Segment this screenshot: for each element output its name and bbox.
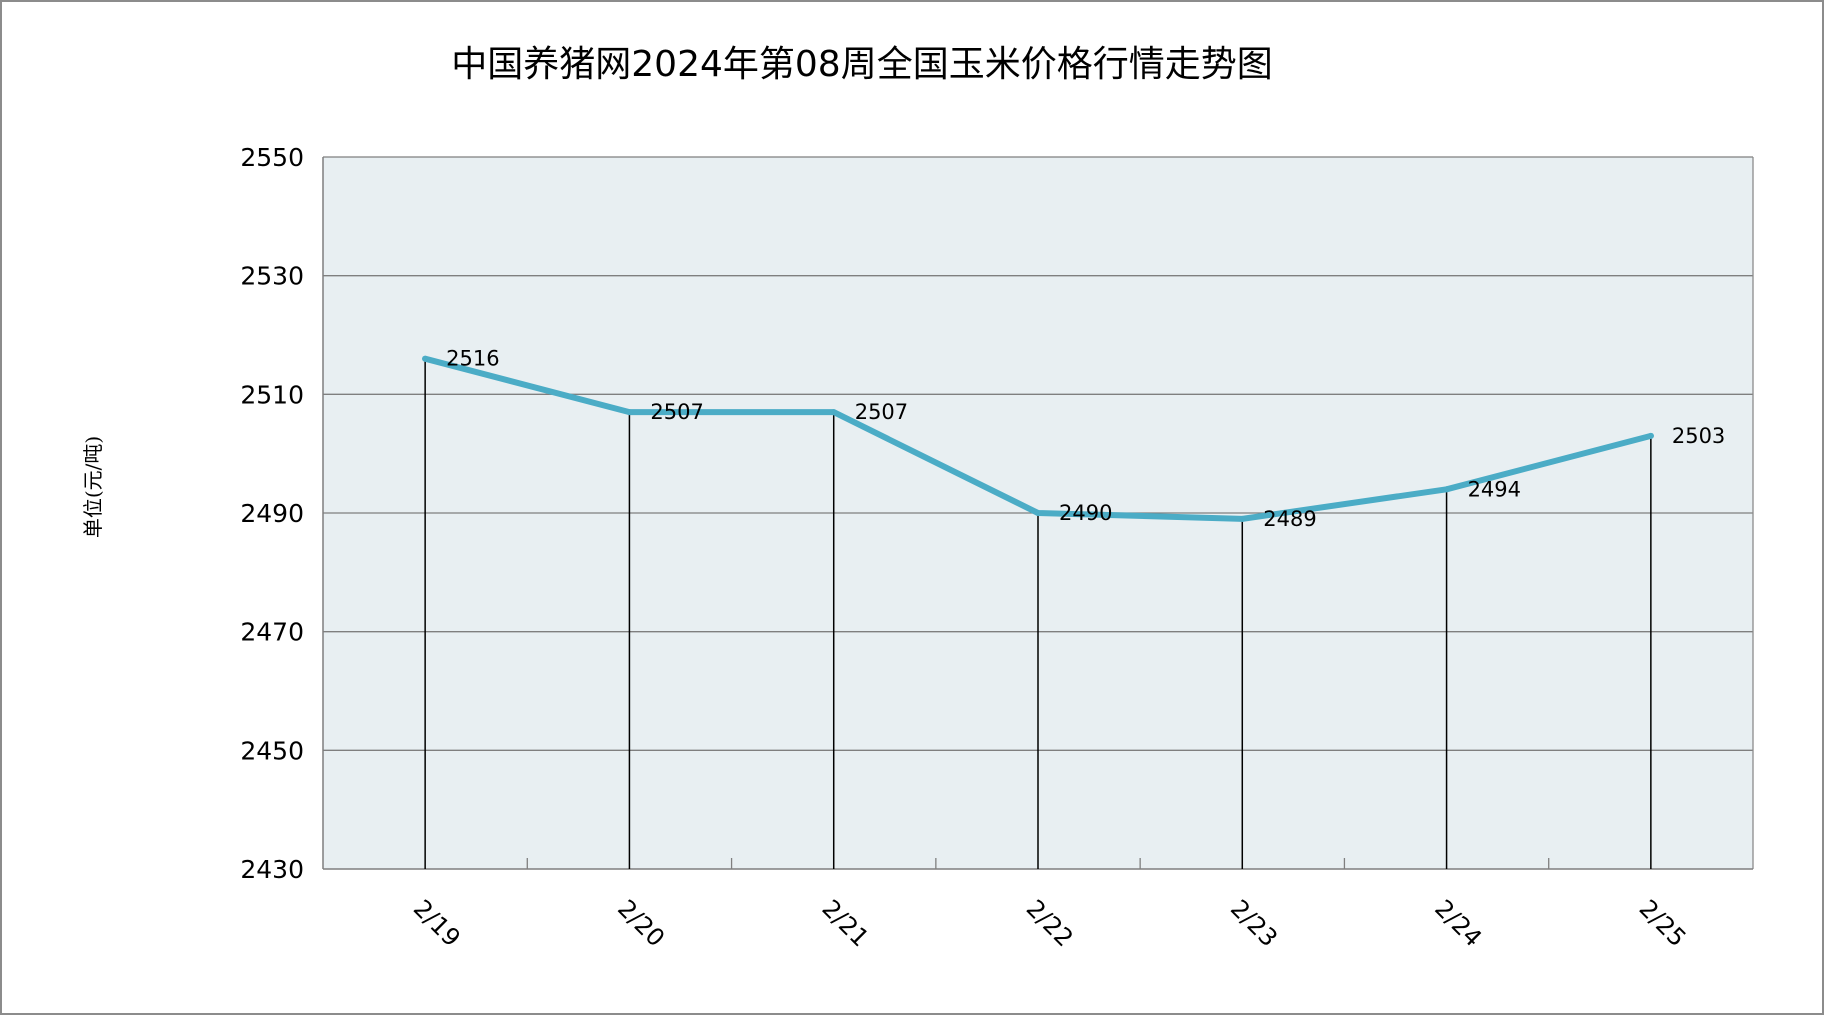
x-tick-label: 2/20 xyxy=(612,894,670,952)
data-point xyxy=(1647,432,1654,439)
y-tick-label: 2490 xyxy=(240,499,304,528)
x-tick-label: 2/23 xyxy=(1225,894,1283,952)
data-label: 2507 xyxy=(650,400,703,424)
data-label: 2489 xyxy=(1263,507,1316,531)
y-tick-label: 2550 xyxy=(240,143,304,172)
plot-area: 2430 2450 2470 2490 2510 2530 2550 2516 2507 2507… xyxy=(240,143,1754,952)
data-point xyxy=(830,409,837,416)
data-point xyxy=(626,409,633,416)
y-tick-label: 2430 xyxy=(240,855,304,884)
y-tick-label: 2530 xyxy=(240,262,304,291)
data-label: 2490 xyxy=(1059,501,1112,525)
x-tick-label: 2/22 xyxy=(1021,894,1079,952)
data-label: 2507 xyxy=(855,400,908,424)
y-tick-label: 2510 xyxy=(240,380,304,409)
x-tick-label: 2/25 xyxy=(1634,894,1692,952)
data-label: 2516 xyxy=(446,347,499,371)
x-tick-label: 2/19 xyxy=(408,894,466,952)
data-point xyxy=(1035,510,1041,516)
chart-title: 中国养猪网2024年第08周全国玉米价格行情走势图 xyxy=(451,44,1272,85)
y-tick-label: 2470 xyxy=(240,618,304,647)
data-label: 2494 xyxy=(1468,477,1521,501)
x-tick-label: 2/21 xyxy=(816,894,874,952)
y-tick-label: 2450 xyxy=(240,736,304,765)
data-point xyxy=(1239,515,1246,522)
y-axis-label: 单位(元/吨) xyxy=(81,436,105,538)
data-label: 2503 xyxy=(1672,424,1725,448)
data-point xyxy=(1443,486,1450,493)
data-point xyxy=(422,355,429,362)
x-tick-label: 2/24 xyxy=(1429,894,1487,952)
